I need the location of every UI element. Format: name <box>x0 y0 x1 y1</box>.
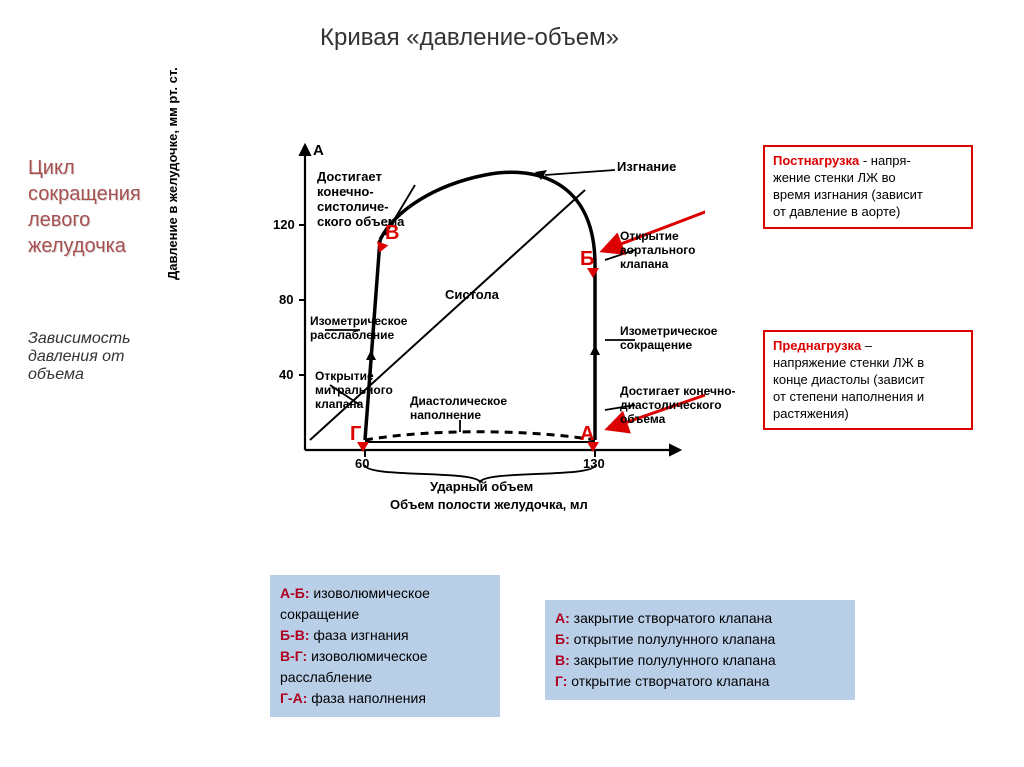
arrow-a-icon <box>587 442 599 452</box>
label-esv: Достигает конечно- систоличе- ского объе… <box>317 170 404 230</box>
valves-box: А: закрытие створчатого клапана Б: откры… <box>545 600 855 700</box>
page-title: Кривая «давление-объем» <box>320 24 619 52</box>
afterload-box: Постнагрузка - напря- жение стенки ЛЖ во… <box>763 145 973 229</box>
point-v: В <box>385 222 399 245</box>
afterload-bold: Постнагрузка <box>773 153 859 168</box>
top-a-letter: А <box>313 142 324 159</box>
ytick-120: 120 <box>273 217 295 232</box>
arrow-g-icon <box>357 442 369 452</box>
label-diast-fill: Диастолическое наполнение <box>410 395 507 423</box>
xtick-60: 60 <box>355 456 369 471</box>
ytick-40: 40 <box>279 367 293 382</box>
label-systole: Систола <box>445 288 499 303</box>
xtick-130: 130 <box>583 456 605 471</box>
label-aortic-open: Открытие аортального клапана <box>620 230 695 271</box>
label-mitral-open: Открытие митрального клапана <box>315 370 393 411</box>
side-subtitle: Зависимость давления от объема <box>28 330 130 384</box>
label-edv: Достигает конечно- диастолического объем… <box>620 385 736 426</box>
ytick-80: 80 <box>279 292 293 307</box>
x-axis-title: Объем полости желудочка, мл <box>390 498 588 513</box>
label-stroke-vol: Ударный объем <box>430 480 533 495</box>
side-title: Цикл сокращения левого желудочка <box>28 155 141 259</box>
preload-box: Преднагрузка – напряжение стенки ЛЖ в ко… <box>763 330 973 430</box>
pv-loop-svg <box>235 130 705 510</box>
pv-loop-plot: 40 80 120 60 130 А Давление в желудочке,… <box>235 130 705 510</box>
label-iso-contract: Изометрическое сокращение <box>620 325 717 353</box>
arrow-b-icon <box>587 268 599 278</box>
label-iso-relax: Изометрическое расслабление <box>310 315 407 343</box>
preload-bold: Преднагрузка <box>773 338 861 353</box>
label-ejection: Изгнание <box>617 160 676 175</box>
phases-box: А-Б: изоволюмическое сокращение Б-В: фаз… <box>270 575 500 717</box>
y-axis-title: Давление в желудочке, мм рт. ст. <box>165 30 180 280</box>
